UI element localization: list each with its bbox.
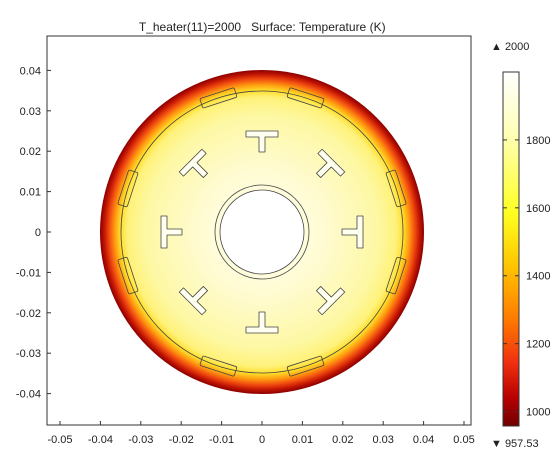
y-tick-label: 0.03	[20, 106, 41, 118]
y-tick-label: -0.02	[16, 308, 41, 320]
colorbar-ticks: 1800 1600 1400 1200 1000	[503, 135, 550, 419]
heater-tee	[178, 148, 208, 178]
x-tick-label: -0.04	[88, 434, 113, 446]
x-tick-label: -0.05	[47, 434, 72, 446]
x-tick-label: 0.03	[372, 434, 393, 446]
y-tick-label: -0.01	[16, 267, 41, 279]
colorbar-tick-label: 1000	[526, 407, 550, 419]
plot-title-quantity: Surface: Temperature (K)	[251, 20, 386, 34]
center-hole	[219, 189, 305, 275]
colorbar-tick-label: 1800	[526, 135, 550, 147]
x-tick-label: 0.02	[332, 434, 353, 446]
colorbar-min-label: ▼ 957.53	[491, 438, 539, 450]
y-tick-label: 0.01	[20, 187, 41, 199]
y-tick-label: 0.02	[20, 146, 41, 158]
boundary-tab	[286, 355, 325, 377]
center-ring	[214, 184, 310, 280]
colorbar-max-label: ▲ 2000	[491, 41, 529, 53]
heater-tee	[341, 215, 364, 249]
boundary-tab	[385, 169, 407, 208]
heater-tee	[160, 215, 183, 249]
x-tick-label: -0.01	[209, 434, 234, 446]
x-axis: -0.05 -0.04 -0.03 -0.02 -0.01 0 0.01 0.02 0.03 0.…	[47, 421, 475, 446]
colorbar-tick-label: 1600	[526, 203, 550, 215]
x-tick-label: 0	[259, 434, 265, 446]
heater-tee	[178, 286, 208, 316]
colorbar-scale	[502, 71, 520, 427]
boundary-tab	[286, 87, 325, 109]
boundary-tabs	[117, 87, 407, 377]
boundary-tab	[117, 256, 139, 295]
inner-boundary	[120, 90, 404, 374]
x-tick-label: 0.04	[413, 434, 434, 446]
x-tick-label: -0.03	[128, 434, 153, 446]
x-tick-label: 0.01	[292, 434, 313, 446]
plot-title-parameter: T_heater(11)=2000	[138, 20, 242, 34]
boundary-tab	[199, 87, 238, 109]
heater-tee	[245, 130, 279, 153]
plot-title: T_heater(11)=2000 Surface: Temperature (…	[47, 6, 471, 34]
boundary-tab	[385, 256, 407, 295]
y-axis: 0.04 0.03 0.02 0.01 0 -0.01 -0.02 -0.03 -0.04	[16, 65, 51, 401]
heater-tee	[316, 148, 346, 178]
boundary-tab	[117, 169, 139, 208]
temperature-field	[100, 70, 424, 394]
colorbar: ▲ 2000 1800 1600 1400 1200 1000 ▼ 957.53	[491, 41, 550, 450]
heater-tee	[316, 286, 346, 316]
heater-tees	[160, 130, 364, 334]
x-tick-label: 0.05	[453, 434, 474, 446]
y-tick-label: 0.04	[20, 65, 41, 77]
heater-tee	[245, 311, 279, 334]
boundary-tab	[199, 355, 238, 377]
y-tick-label: -0.03	[16, 348, 41, 360]
colorbar-tick-label: 1400	[526, 271, 550, 283]
y-tick-label: 0	[35, 227, 41, 239]
y-tick-label: -0.04	[16, 389, 41, 401]
x-tick-label: -0.02	[169, 434, 194, 446]
colorbar-tick-label: 1200	[526, 339, 550, 351]
